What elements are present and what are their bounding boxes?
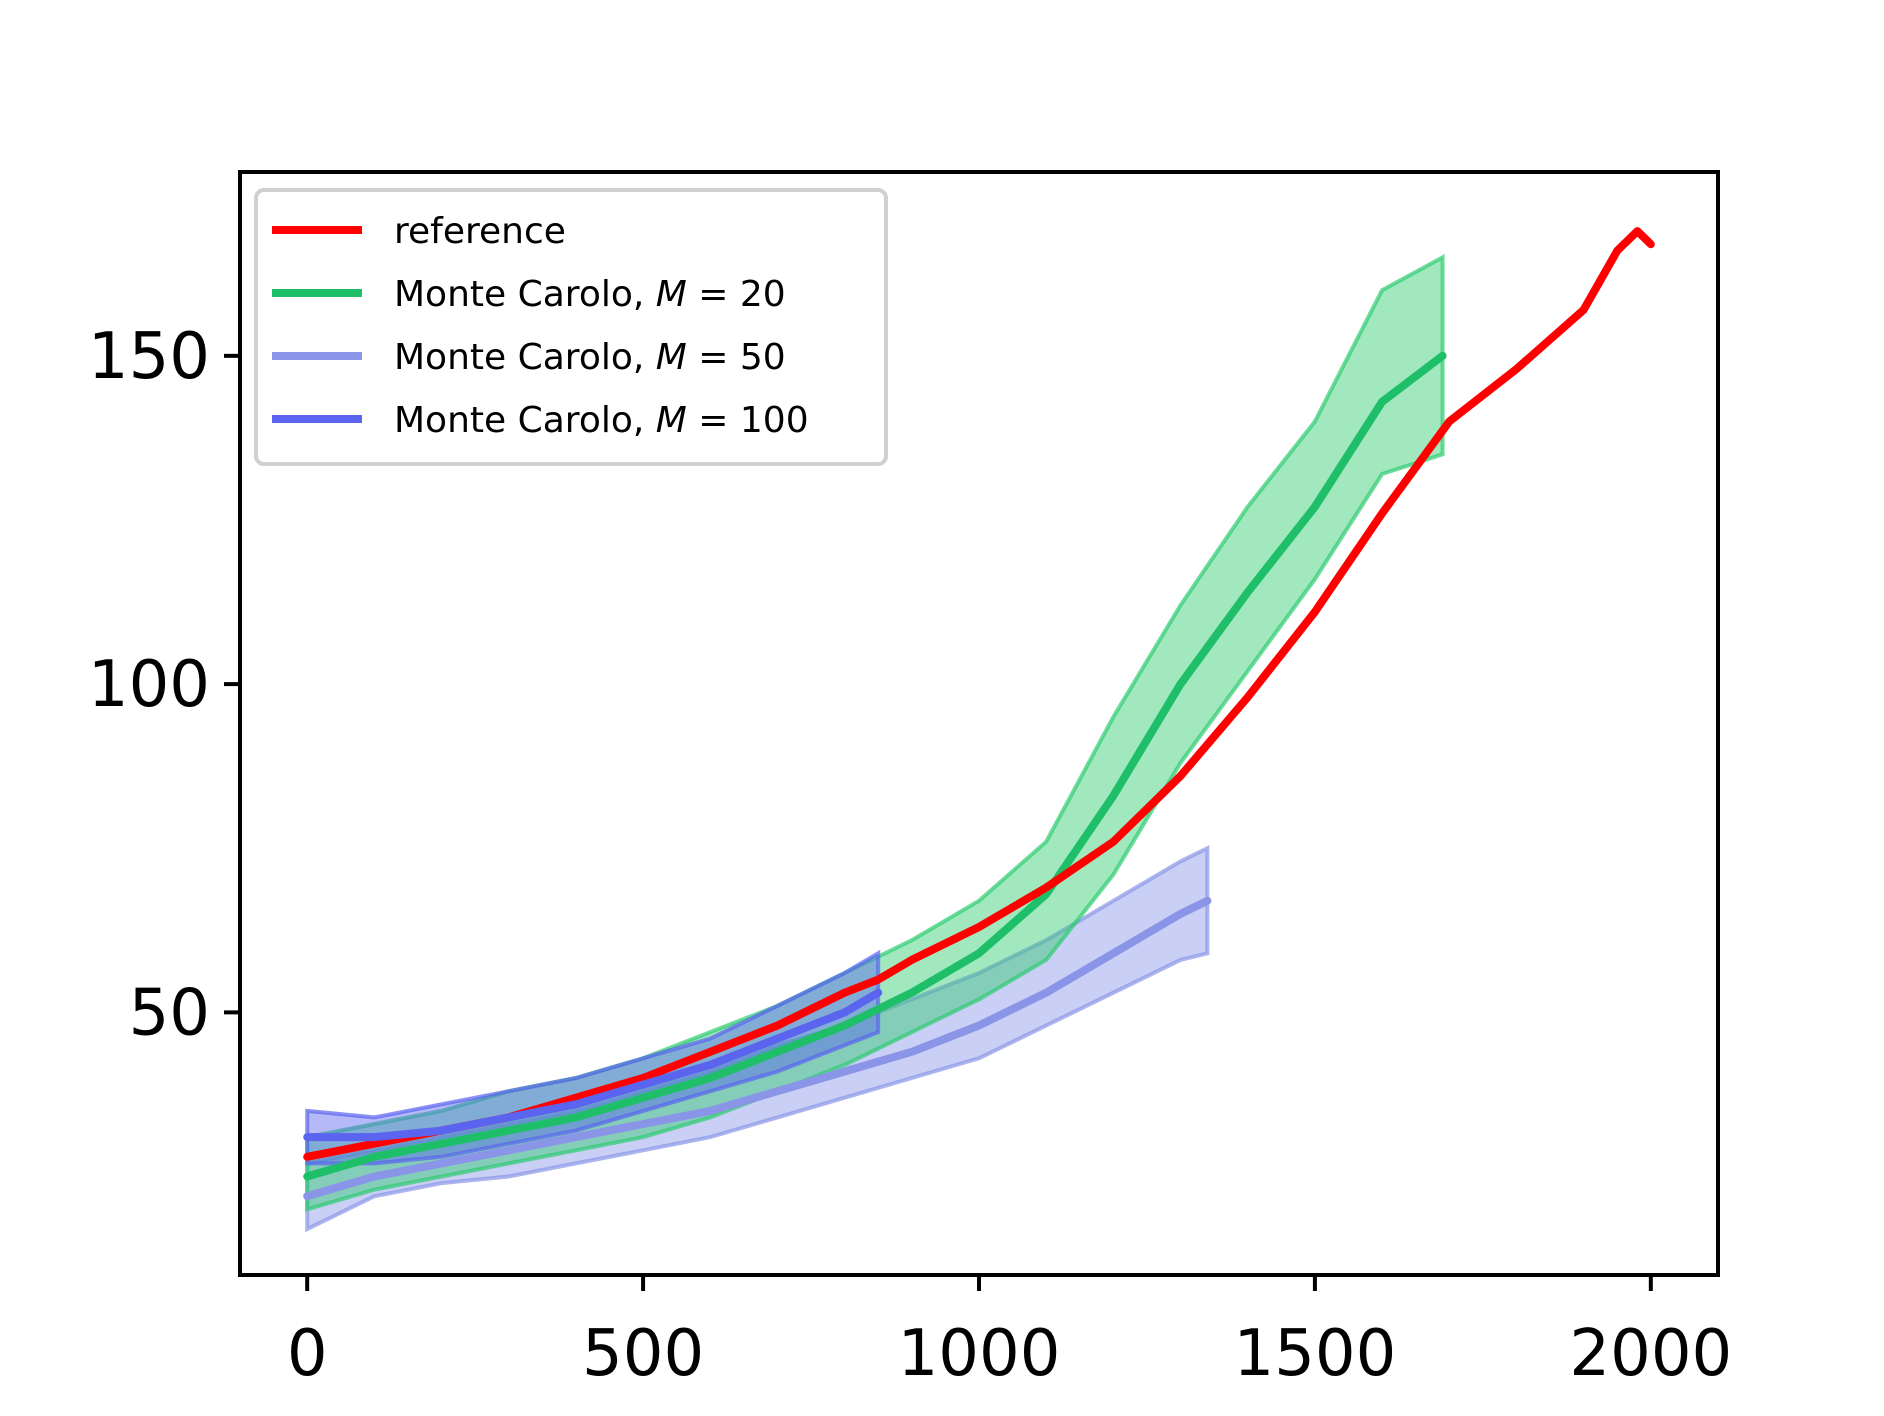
y-tick-label: 50 <box>129 976 210 1050</box>
legend-label: Monte Carolo, M = 100 <box>394 400 809 441</box>
x-tick-label: 2000 <box>1569 1317 1732 1391</box>
confidence-bands <box>305 254 1445 1233</box>
x-tick-label: 0 <box>287 1317 328 1391</box>
legend-box <box>254 188 888 466</box>
band-3 <box>305 844 1210 1233</box>
y-axis-ticks: 50 100 150 <box>88 320 240 1050</box>
y-tick-label: 150 <box>88 320 210 394</box>
x-tick-label: 500 <box>582 1317 704 1391</box>
legend-label: Monte Carolo, M = 20 <box>394 274 786 315</box>
x-axis-ticks: 0 500 1000 1500 2000 <box>287 1275 1732 1391</box>
y-tick-label: 100 <box>88 648 210 722</box>
x-tick-label: 1000 <box>898 1317 1061 1391</box>
series-line-4 <box>303 988 883 1142</box>
x-tick-label: 1500 <box>1233 1317 1396 1391</box>
series-line-2 <box>303 351 1447 1181</box>
band-4 <box>305 949 881 1166</box>
series-line-1 <box>303 227 1655 1161</box>
band-2 <box>305 254 1445 1212</box>
legend-label: reference <box>394 211 566 252</box>
legend: reference Monte Carolo, M = 20 Monte Carol… <box>254 188 888 466</box>
series-line-3 <box>303 896 1212 1201</box>
legend-label: Monte Carolo, M = 50 <box>394 337 786 378</box>
series-lines <box>303 227 1655 1201</box>
